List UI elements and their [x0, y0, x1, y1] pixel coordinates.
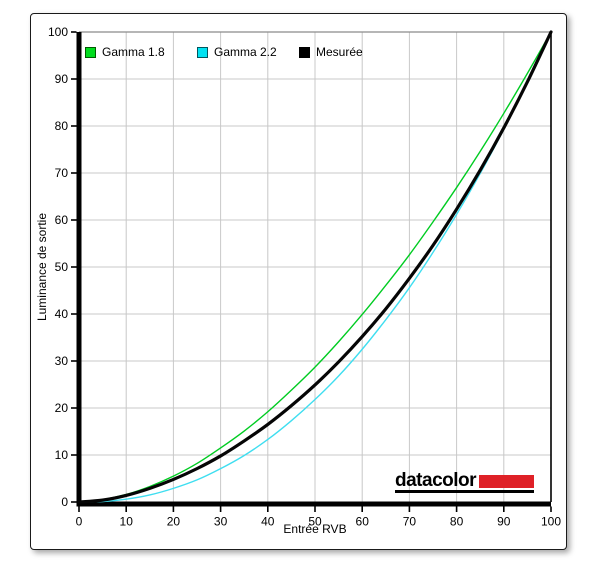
legend-item: Gamma 1.8 [85, 45, 165, 59]
x-tick-label: 80 [450, 515, 464, 529]
y-tick-label: 70 [55, 166, 69, 180]
x-tick-label: 70 [403, 515, 417, 529]
y-axis-title: Luminance de sortie [35, 212, 49, 322]
legend-swatch-icon [197, 46, 208, 58]
y-tick-label: 20 [55, 401, 69, 415]
legend-label: Gamma 2.2 [214, 45, 277, 59]
x-tick-label: 40 [261, 515, 275, 529]
x-tick-label: 10 [120, 515, 134, 529]
y-tick-label: 90 [55, 72, 69, 86]
x-axis-title: Entrée RVB [283, 522, 347, 536]
y-tick-label: 40 [55, 307, 69, 321]
curve-gamma-1.8 [78, 31, 552, 503]
datacolor-logo: datacolor [395, 470, 535, 493]
y-tick-label: 80 [55, 119, 69, 133]
x-tick-label: 90 [497, 515, 511, 529]
y-tick-label: 30 [55, 354, 69, 368]
y-tick-label: 10 [55, 448, 69, 462]
x-tick-label: 20 [167, 515, 181, 529]
datacolor-logo-red-bar [479, 475, 535, 488]
gamma-chart: 0 10 20 30 40 50 60 70 80 90 100 0 10 20 30 40 50 60 70 80 9… [48, 25, 561, 529]
chart-panel: 0 10 20 30 40 50 60 70 80 90 100 0 10 20 30 40 50 60 70 80 9… [30, 13, 567, 550]
legend-swatch-icon [85, 46, 96, 58]
legend-label: Mesurée [316, 45, 363, 59]
legend-swatch-icon [299, 46, 310, 58]
legend-item: Mesurée [299, 45, 363, 59]
y-tick-label: 60 [55, 213, 69, 227]
x-tick-label: 30 [214, 515, 228, 529]
x-tick-label: 0 [76, 515, 83, 529]
y-tick-label: 100 [48, 25, 68, 39]
curve-gamma-2.2 [78, 31, 552, 503]
curve-mesur-e [77, 30, 553, 504]
y-tick-label: 0 [61, 495, 68, 509]
legend-label: Gamma 1.8 [102, 45, 165, 59]
x-tick-label: 100 [541, 515, 561, 529]
datacolor-logo-text: datacolor [395, 470, 477, 491]
y-tick-label: 50 [55, 260, 69, 274]
x-tick-label: 50 [308, 515, 322, 529]
legend-item: Gamma 2.2 [197, 45, 277, 59]
x-tick-label: 60 [356, 515, 370, 529]
